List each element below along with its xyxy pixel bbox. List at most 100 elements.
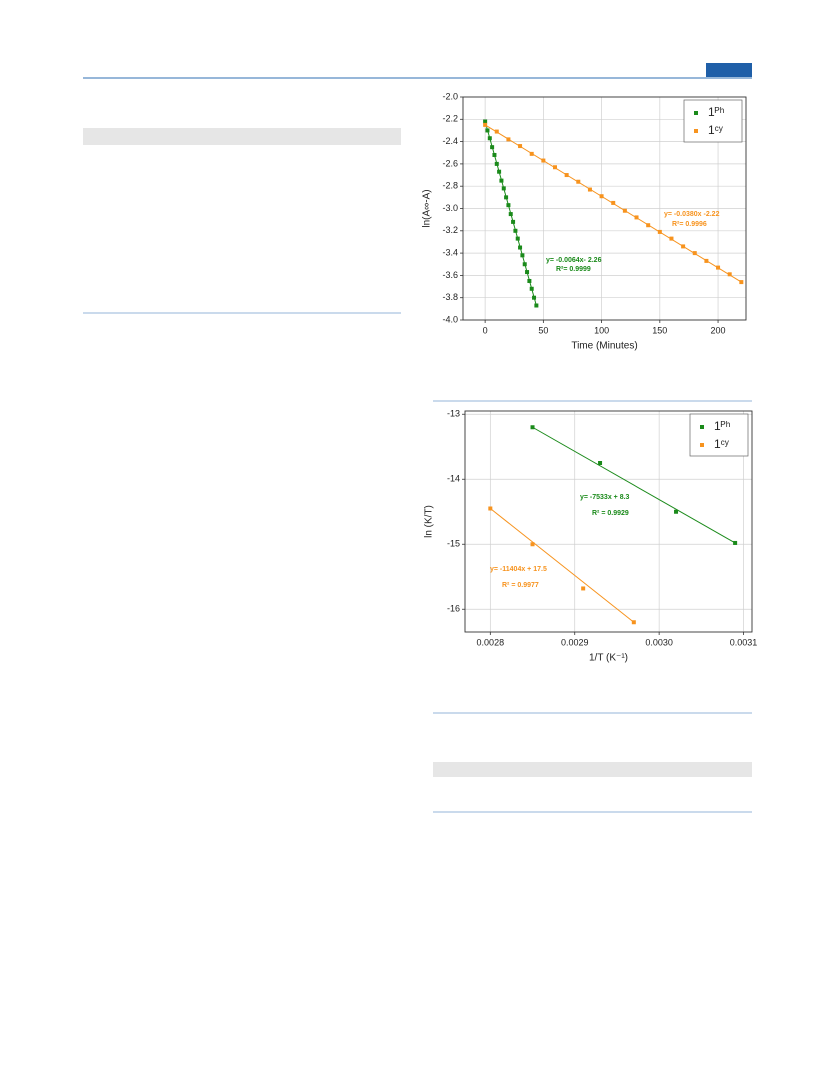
- data-point: [553, 165, 558, 170]
- data-point: [599, 194, 604, 199]
- data-point: [504, 195, 509, 200]
- data-point: [534, 303, 539, 308]
- legend-box: [689, 413, 749, 457]
- data-point: [674, 509, 679, 514]
- data-point: [515, 236, 520, 241]
- x-tick-label: 50: [538, 325, 548, 335]
- y-tick-label: -2.0: [442, 91, 458, 101]
- y-axis-label: ln (K/T): [424, 505, 435, 538]
- data-point: [494, 161, 499, 166]
- data-point: [501, 186, 506, 191]
- data-point: [513, 228, 518, 233]
- data-point: [490, 145, 495, 150]
- data-point: [581, 586, 586, 591]
- x-tick-label: 0.0031: [730, 637, 758, 647]
- data-point: [541, 158, 546, 163]
- legend-marker: [694, 129, 698, 133]
- annotation: R² = 0.9929: [592, 510, 629, 517]
- header-tab: [706, 63, 752, 77]
- y-tick-label: -4.0: [442, 314, 458, 324]
- plot-frame: [464, 410, 753, 633]
- x-axis-label: 1/T (K⁻¹): [589, 653, 628, 664]
- data-point: [525, 270, 530, 275]
- fit-line: [532, 426, 736, 544]
- annotation: y= -7533x + 8.3: [580, 494, 630, 501]
- data-point: [530, 425, 535, 430]
- data-point: [506, 137, 511, 142]
- data-point: [631, 620, 636, 625]
- legend-label: 1ᶜʸ: [714, 437, 729, 451]
- annotation: y= -0.0064x- 2.26: [546, 257, 602, 264]
- y-axis-label: ln(A∞-A): [422, 189, 433, 227]
- y-tick-label: -2.6: [442, 158, 458, 168]
- table-header-bar: [433, 762, 752, 777]
- legend-marker: [700, 443, 704, 447]
- y-tick-label: -3.8: [442, 292, 458, 302]
- data-point: [587, 187, 592, 192]
- y-tick-label: -16: [447, 604, 460, 614]
- legend-label: 1ᴾʰ: [714, 419, 731, 433]
- data-point: [634, 215, 639, 220]
- data-point: [598, 461, 603, 465]
- data-point: [530, 542, 535, 547]
- data-point: [483, 122, 488, 127]
- y-tick-label: -3.2: [442, 225, 458, 235]
- data-point: [733, 540, 738, 545]
- data-point: [646, 223, 651, 228]
- y-tick-label: -2.2: [442, 114, 458, 124]
- data-point: [499, 178, 504, 183]
- plot-frame: [462, 96, 747, 321]
- data-point: [611, 200, 616, 205]
- x-axis-label: Time (Minutes): [571, 341, 637, 352]
- table-header-bar: [83, 128, 401, 145]
- y-tick-label: -3.6: [442, 270, 458, 280]
- x-tick-label: 150: [652, 325, 667, 335]
- data-point: [576, 179, 581, 184]
- data-point: [529, 286, 534, 291]
- annotation: y= -11404x + 17.5: [490, 566, 547, 573]
- data-point: [529, 151, 534, 156]
- annotation: R² = 0.9977: [502, 582, 539, 589]
- data-point: [669, 236, 674, 241]
- data-point: [727, 272, 732, 277]
- legend-label: 1ᴾʰ: [708, 105, 725, 119]
- data-point: [506, 203, 511, 208]
- fit-line: [490, 508, 635, 623]
- data-point: [492, 152, 497, 157]
- data-point: [564, 173, 569, 178]
- data-point: [518, 245, 523, 250]
- data-point: [739, 280, 744, 285]
- data-point: [704, 258, 709, 263]
- legend-box: [683, 99, 743, 143]
- data-point: [520, 253, 525, 258]
- x-tick-label: 200: [711, 325, 726, 335]
- x-tick-label: 0: [483, 325, 488, 335]
- x-tick-label: 0.0030: [645, 637, 673, 647]
- y-tick-label: -15: [447, 539, 460, 549]
- data-point: [487, 136, 492, 141]
- legend-label: 1ᶜʸ: [708, 123, 723, 137]
- legend-marker: [700, 425, 704, 429]
- annotation: R²= 0.9999: [556, 266, 591, 273]
- annotation: R²= 0.9996: [672, 221, 707, 228]
- y-tick-label: -3.4: [442, 247, 458, 257]
- data-point: [483, 119, 488, 124]
- data-point: [657, 229, 662, 234]
- y-tick-label: -13: [447, 409, 460, 419]
- data-point: [522, 262, 527, 267]
- x-tick-label: 0.0028: [477, 637, 505, 647]
- data-point: [716, 265, 721, 270]
- y-tick-label: -14: [447, 474, 460, 484]
- x-tick-label: 100: [594, 325, 609, 335]
- legend-marker: [694, 111, 698, 115]
- annotation: y= -0.0380x -2.22: [664, 211, 720, 218]
- data-point: [497, 169, 502, 174]
- y-tick-label: -2.4: [442, 136, 458, 146]
- data-point: [622, 208, 627, 213]
- y-tick-label: -2.8: [442, 181, 458, 191]
- data-point: [532, 295, 537, 300]
- x-tick-label: 0.0029: [561, 637, 589, 647]
- data-point: [511, 219, 516, 224]
- data-point: [485, 128, 490, 133]
